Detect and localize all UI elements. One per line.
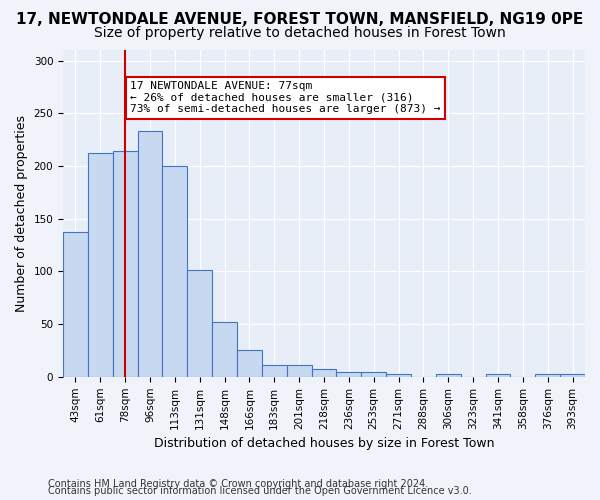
Bar xyxy=(262,365,287,377)
Bar xyxy=(187,270,212,377)
Bar xyxy=(535,374,560,377)
Text: 17 NEWTONDALE AVENUE: 77sqm
← 26% of detached houses are smaller (316)
73% of se: 17 NEWTONDALE AVENUE: 77sqm ← 26% of det… xyxy=(130,81,440,114)
Bar xyxy=(63,232,88,377)
Text: Contains HM Land Registry data © Crown copyright and database right 2024.: Contains HM Land Registry data © Crown c… xyxy=(48,479,428,489)
Bar xyxy=(311,370,337,377)
Text: Size of property relative to detached houses in Forest Town: Size of property relative to detached ho… xyxy=(94,26,506,40)
Bar xyxy=(560,374,585,377)
Bar xyxy=(337,372,361,377)
Bar xyxy=(361,372,386,377)
Bar xyxy=(485,374,511,377)
Bar xyxy=(237,350,262,377)
Bar xyxy=(163,166,187,377)
Text: Contains public sector information licensed under the Open Government Licence v3: Contains public sector information licen… xyxy=(48,486,472,496)
Bar xyxy=(287,365,311,377)
Bar xyxy=(212,322,237,377)
Bar xyxy=(88,154,113,377)
Bar xyxy=(113,151,137,377)
Bar xyxy=(386,374,411,377)
Bar xyxy=(436,374,461,377)
X-axis label: Distribution of detached houses by size in Forest Town: Distribution of detached houses by size … xyxy=(154,437,494,450)
Text: 17, NEWTONDALE AVENUE, FOREST TOWN, MANSFIELD, NG19 0PE: 17, NEWTONDALE AVENUE, FOREST TOWN, MANS… xyxy=(16,12,584,28)
Bar xyxy=(137,131,163,377)
Y-axis label: Number of detached properties: Number of detached properties xyxy=(15,115,28,312)
